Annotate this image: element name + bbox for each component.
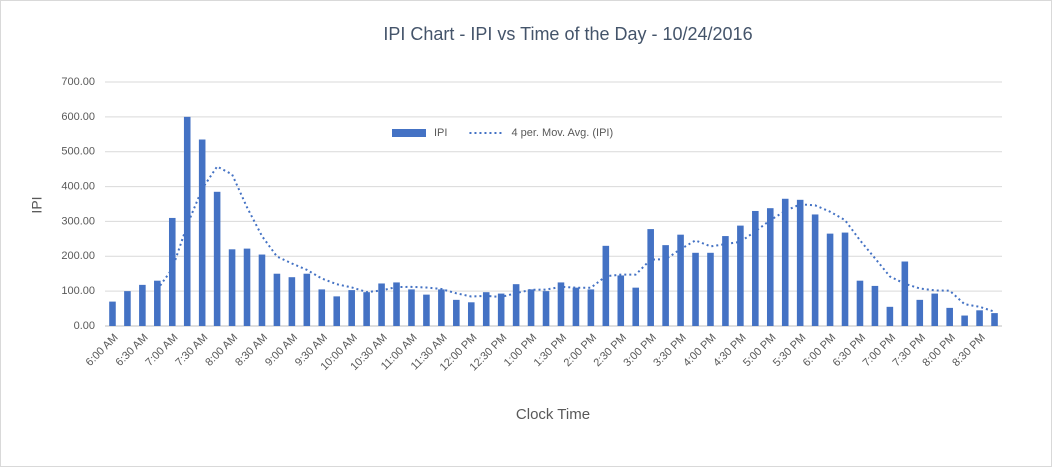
legend-label: 4 per. Mov. Avg. (IPI) xyxy=(511,127,613,139)
bar xyxy=(632,287,640,326)
y-tick-label: 100.00 xyxy=(61,285,95,297)
bar xyxy=(931,293,939,326)
bar xyxy=(871,285,879,326)
bar xyxy=(602,245,610,326)
bar xyxy=(393,282,400,326)
bar xyxy=(213,191,221,326)
chart-title: IPI Chart - IPI vs Time of the Day - 10/… xyxy=(383,24,752,44)
bar xyxy=(781,198,789,326)
bar xyxy=(183,116,191,326)
bar xyxy=(333,296,341,326)
x-axis-title: Clock Time xyxy=(516,406,590,423)
bar xyxy=(991,313,998,326)
bar xyxy=(572,287,580,326)
bar xyxy=(737,225,744,326)
bar xyxy=(273,273,281,326)
bar xyxy=(722,236,729,326)
y-tick-label: 300.00 xyxy=(61,215,95,227)
bar xyxy=(408,289,415,326)
y-axis-title: IPI xyxy=(29,196,45,213)
bar xyxy=(796,199,804,326)
bar xyxy=(766,208,774,326)
y-tick-label: 400.00 xyxy=(61,180,95,192)
bar xyxy=(288,277,296,326)
bar xyxy=(647,229,654,326)
bar xyxy=(303,273,311,326)
bar xyxy=(946,307,953,326)
bar xyxy=(124,291,131,326)
plot xyxy=(109,116,998,326)
bar xyxy=(378,283,385,326)
bar xyxy=(318,289,326,326)
bar xyxy=(841,232,849,326)
y-tick-label: 200.00 xyxy=(61,250,95,262)
moving-average-line xyxy=(156,165,995,313)
bar xyxy=(467,302,475,326)
bar xyxy=(154,280,161,326)
bar xyxy=(497,293,505,326)
bar xyxy=(512,284,520,326)
bar xyxy=(139,284,146,326)
bar xyxy=(677,234,684,326)
bar xyxy=(976,310,983,326)
bar xyxy=(542,291,550,326)
bar xyxy=(557,282,565,326)
bar xyxy=(423,294,430,326)
bar xyxy=(228,249,236,326)
bar xyxy=(482,292,490,326)
legend-label: IPI xyxy=(434,127,447,139)
bar xyxy=(198,139,206,326)
bar xyxy=(826,233,834,326)
bar xyxy=(363,292,370,326)
y-tick-label: 600.00 xyxy=(61,111,95,123)
bar xyxy=(752,210,759,326)
bar xyxy=(587,289,595,326)
bar xyxy=(901,261,909,326)
legend: IPI 4 per. Mov. Avg. (IPI) xyxy=(392,127,613,139)
bar xyxy=(811,214,819,326)
legend-swatch xyxy=(392,129,426,137)
bar xyxy=(886,306,894,326)
bar xyxy=(617,275,625,326)
bar xyxy=(527,289,535,326)
y-tick-label: 500.00 xyxy=(61,146,95,158)
bar xyxy=(856,280,864,326)
bar xyxy=(168,217,176,326)
bar xyxy=(662,245,669,326)
bar xyxy=(707,252,714,326)
y-tick-label: 700.00 xyxy=(61,76,95,88)
y-tick-label: 0.00 xyxy=(74,320,95,332)
bar xyxy=(916,299,924,326)
bar xyxy=(453,299,460,326)
bar xyxy=(961,315,968,326)
bar xyxy=(258,254,266,326)
bar xyxy=(692,252,699,326)
bar xyxy=(243,248,251,326)
bar xyxy=(348,290,355,326)
bar xyxy=(109,301,116,326)
bar xyxy=(438,289,445,326)
